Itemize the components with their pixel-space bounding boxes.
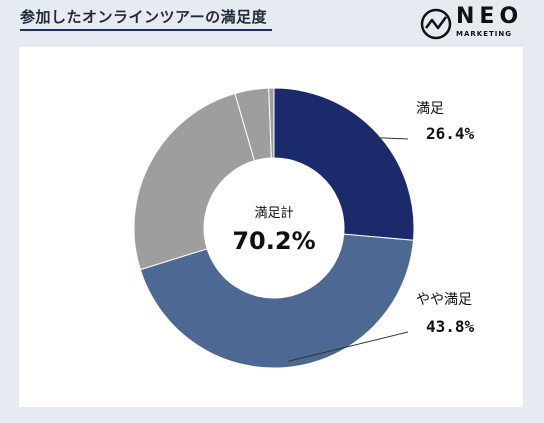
center-label: 満足計: [254, 205, 293, 221]
slice-label-1: やや満足: [416, 292, 472, 308]
title-underline: [20, 29, 272, 31]
trend-line-icon: [420, 8, 452, 40]
slice-value-1: 43.8%: [426, 317, 475, 336]
donut-slice-4: [268, 87, 275, 159]
center-value: 70.2%: [232, 227, 315, 255]
leader-line-1: [288, 331, 409, 362]
donut-slice-0: [273, 87, 415, 241]
page-title: 参加したオンラインツアーの満足度: [20, 8, 268, 26]
neo-marketing-logo: NEO MARKETING: [420, 4, 524, 40]
donut-slice-1: [139, 233, 415, 369]
donut-slice-2: [133, 92, 256, 271]
logo-name: NEO: [456, 4, 524, 29]
donut-chart: 満足 26.4% やや満足 43.8% 満足計 70.2%: [133, 87, 475, 369]
slice-value-0: 26.4%: [426, 124, 475, 143]
slice-label-0: 満足: [416, 101, 444, 117]
logo-subtitle: MARKETING: [456, 30, 512, 38]
chart-card: 満足 26.4% やや満足 43.8% 満足計 70.2%: [19, 47, 523, 407]
leader-line-0: [372, 137, 409, 140]
